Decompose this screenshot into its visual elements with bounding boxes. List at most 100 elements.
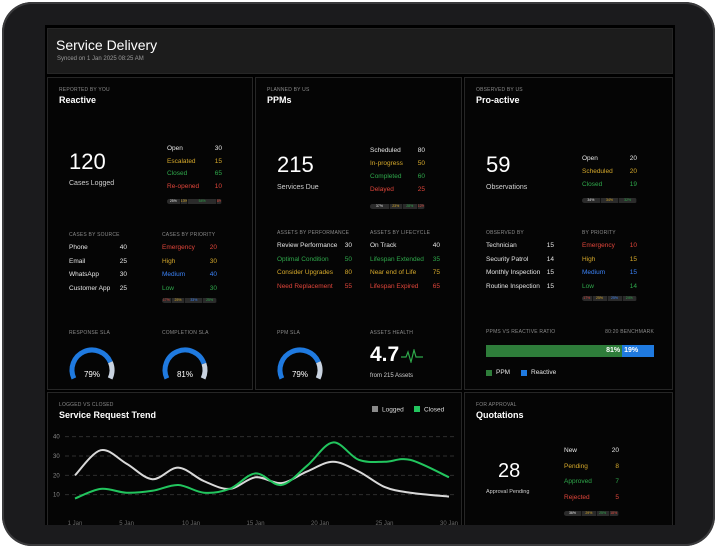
legend-label: Reactive [531, 369, 557, 376]
list-value: 40 [209, 271, 217, 278]
list-label: Routine Inspection [486, 282, 540, 290]
list-value: 5 [615, 493, 619, 501]
list-label: Optimal Condition [277, 255, 329, 263]
kicker: FOR APPROVAL [476, 402, 517, 408]
series-line [74, 449, 450, 498]
screen: Service Delivery Synced on 1 Jan 2025 08… [45, 25, 675, 525]
total-label: Observations [486, 184, 528, 191]
list-label: Approved [564, 478, 592, 485]
total-count: 215 [277, 152, 314, 177]
percent-segment: 8% [216, 199, 222, 204]
list-value: 40 [432, 242, 440, 249]
list-label: Phone [69, 244, 88, 251]
percent-bar: 25% 13% 54% 8% [167, 199, 222, 204]
list-value: 15 [214, 157, 222, 165]
list-value: 14 [546, 255, 554, 263]
percent-segment: 25% [596, 511, 610, 516]
ratio-bar: 81% 19% [486, 345, 654, 357]
list-value: 10 [629, 242, 637, 249]
legend-swatch [414, 406, 420, 412]
ppm-panel: PLANNED BY US PPMs 215 Services Due Schedule… [255, 77, 462, 390]
total-count: 120 [69, 149, 106, 174]
legend-label: PPM [496, 369, 511, 376]
series-line [74, 441, 450, 500]
legend-label: Logged [382, 407, 404, 414]
percent-bar: 17% 25% 25% 24% [582, 296, 637, 301]
kicker: PLANNED BY US [267, 87, 310, 93]
section-heading: ASSETS HEALTH [370, 330, 414, 336]
list-value: 80 [417, 147, 425, 154]
list-label: Low [582, 282, 594, 290]
list-value: 55 [344, 282, 352, 290]
x-tick-label: 30 Jan [440, 521, 458, 525]
list-label: Escalated [167, 157, 196, 165]
list-label: Rejected [564, 493, 590, 501]
ratio-segment: 81% [486, 345, 623, 357]
list-value: 30 [119, 271, 127, 278]
list-label: Lifespan Expired [370, 282, 419, 290]
section-heading: OBSERVED BY [486, 230, 524, 236]
list-value: 10 [214, 182, 222, 190]
list-label: Emergency [162, 244, 195, 251]
list-label: Review Performance [277, 242, 338, 249]
gauge-track [107, 361, 115, 380]
gauge-label: 81% [177, 370, 193, 379]
list-label: In-progress [370, 160, 403, 167]
list-value: 80 [344, 269, 352, 276]
ratio-segment: 19% [622, 345, 654, 357]
list-label: Closed [582, 181, 603, 188]
percent-segment: 25% [592, 296, 608, 301]
list-label: New [564, 447, 578, 454]
percent-segment: 25% [607, 296, 623, 301]
percent-segment: 33% [185, 298, 204, 303]
percent-bar: 36% 29% 25% 18% [564, 511, 619, 516]
gauge-track [315, 361, 323, 380]
percent-segment: 25% [203, 298, 217, 303]
gauge-label: 79% [292, 370, 308, 379]
percent-segment: 23% [389, 204, 403, 209]
panel-title: Pro-active [476, 95, 520, 105]
list-value: 19 [629, 181, 637, 188]
percent-segment: 29% [582, 511, 597, 516]
y-tick-label: 30 [53, 454, 60, 460]
section-heading: ASSETS BY PERFORMANCE [277, 230, 350, 236]
reactive-panel: REPORTED BY YOU Reactive 120 Cases Logged Op… [47, 77, 253, 390]
list-label: Closed [167, 170, 188, 177]
section-heading: PPMS VS REACTIVE RATIO [486, 329, 556, 335]
quotations-panel: FOR APPROVAL Quotations 28 Approval Pending… [464, 392, 673, 525]
legend-swatch [486, 370, 492, 376]
list-label: Emergency [582, 242, 615, 249]
section-heading: CASES BY PRIORITY [162, 232, 216, 238]
list-value: 40 [119, 244, 127, 251]
list-label: Pending [564, 462, 588, 470]
total-count: 28 [498, 460, 521, 482]
list-label: Scheduled [582, 168, 613, 175]
percent-segment: 25% [167, 199, 181, 204]
header: Service Delivery Synced on 1 Jan 2025 08… [47, 28, 673, 74]
total-label: Cases Logged [69, 180, 115, 187]
percent-segment: 36% [564, 511, 582, 516]
list-value: 15 [546, 242, 554, 249]
legend-swatch [521, 370, 527, 376]
list-value: 35 [432, 255, 440, 263]
list-value: 65 [432, 282, 440, 290]
list-value: 30 [214, 145, 222, 152]
gauge-track [200, 362, 208, 380]
list-label: Customer App [69, 284, 111, 292]
list-label: Re-opened [167, 182, 200, 190]
list-value: 65 [214, 170, 222, 177]
percent-bar: 37% 23% 28% 12% [370, 204, 425, 209]
sync-time: Synced on 1 Jan 2025 08:25 AM [57, 56, 144, 62]
list-label: Scheduled [370, 147, 401, 154]
list-value: 25 [417, 186, 425, 193]
percent-segment: 32% [619, 198, 637, 203]
list-value: 20 [209, 244, 217, 251]
percent-bar: 34% 34% 32% [582, 198, 637, 203]
panel-title: PPMs [267, 95, 292, 105]
list-value: 60 [417, 173, 425, 180]
chart: 10 20 30 40 1 Jan 5 Jan 10 Jan 15 Jan 20 Jan 25 J… [53, 406, 458, 525]
list-value: 15 [546, 282, 554, 290]
kicker: LOGGED VS CLOSED [59, 402, 114, 408]
x-tick-label: 15 Jan [247, 521, 265, 525]
list-value: 20 [611, 447, 619, 454]
